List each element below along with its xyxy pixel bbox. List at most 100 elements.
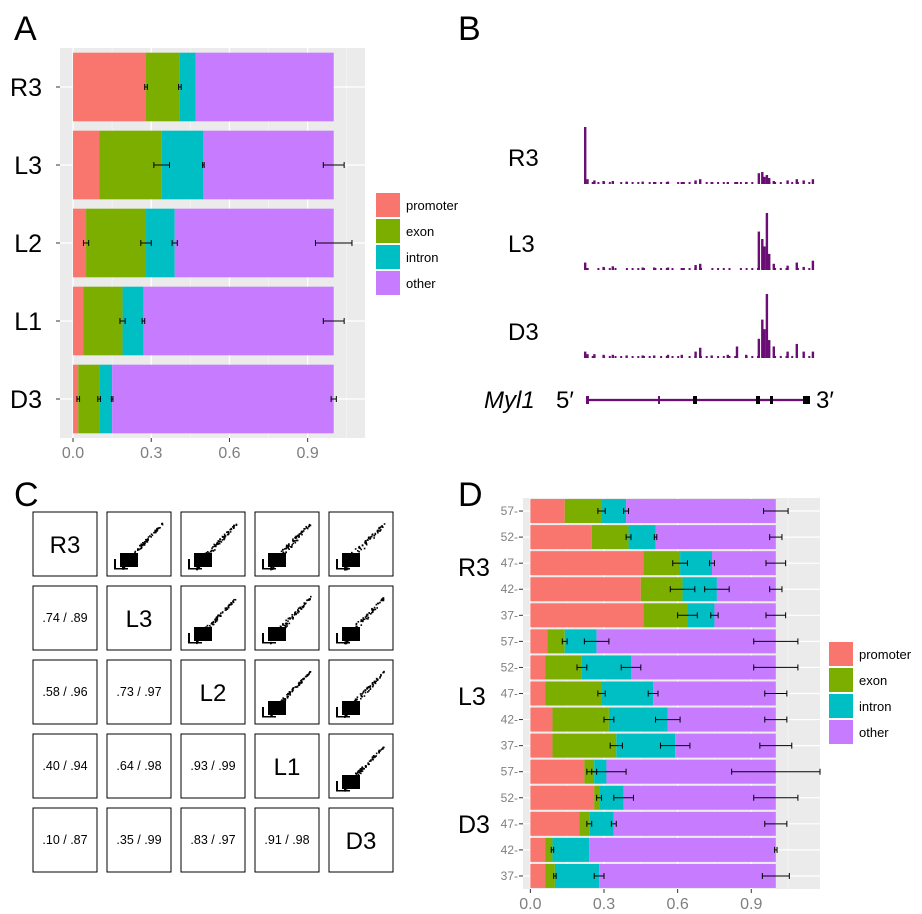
five-prime-label: 5′: [556, 387, 574, 414]
bar-promoter-4: [530, 603, 644, 628]
coverage-peak-R3-20: [768, 178, 771, 184]
coverage-baseline-L3-24: [722, 268, 725, 270]
coverage-baseline-R3-14: [665, 182, 668, 184]
panel-a-bars: [73, 52, 334, 434]
error-bar-other-12: [764, 820, 788, 827]
coverage-peak-L3-22: [786, 265, 789, 270]
coverage-baseline-D3-25: [728, 356, 731, 358]
category-label-4: 37-: [501, 608, 518, 622]
coverage-baseline-R3-27: [739, 182, 742, 184]
coverage-baseline-D3-8: [631, 356, 634, 358]
category-label-7: 47-: [501, 687, 518, 701]
a-legend-label-exon: exon: [406, 224, 434, 239]
coverage-baseline-D3-31: [762, 356, 765, 358]
coverage-peak-D3-12: [710, 355, 713, 358]
panel-d-bars: [530, 499, 776, 888]
d-legend-label-other: other: [859, 725, 889, 740]
error-bar-intron-4: [710, 612, 719, 619]
bar-intron-7: [601, 681, 654, 706]
coverage-baseline-D3-29: [751, 356, 754, 358]
bar-exon-3: [83, 286, 123, 356]
diag-label-R3: R3: [50, 532, 81, 559]
correlation-L2-R3: .58 / .96: [42, 685, 87, 699]
scatter-R3-D3: [336, 523, 386, 571]
coverage-baseline-D3-0: [586, 356, 588, 358]
panel-b-coverage-tracks: R3 L3 D3 Myl1 5′ 3′: [484, 127, 834, 414]
matrix-cell-R3-L2: [180, 511, 246, 577]
matrix-cell-R3-L1: [254, 511, 320, 577]
bar-intron-0: [601, 499, 627, 524]
x-tick-label-2: 0.6: [218, 445, 240, 462]
coverage-baseline-D3-4: [608, 356, 611, 358]
coverage-peak-R3-2: [593, 180, 596, 184]
panel-d-legend: promoter exon intron other: [829, 642, 912, 744]
error-bar-intron-6: [620, 664, 642, 671]
scatter-L3-D3: [336, 597, 385, 645]
bar-exon-2: [643, 551, 681, 576]
error-bar-promoter-4: [76, 396, 81, 402]
panel-b-tracks: R3 L3 D3: [508, 127, 815, 358]
bar-promoter-5: [530, 629, 548, 654]
error-bar-other-6: [753, 664, 799, 671]
bar-promoter-9: [530, 733, 553, 758]
coverage-baseline-D3-9: [637, 356, 640, 358]
gene-exon-2: [693, 396, 697, 404]
coverage-baseline-R3-16: [677, 182, 680, 184]
error-bar-intron-8: [655, 716, 681, 723]
track-label-D3: D3: [508, 319, 539, 346]
panel-a-category-labels: R3 L3 L2 L1 D3: [10, 74, 60, 414]
scatter-R3-L2: [188, 523, 238, 571]
bar-intron-9: [616, 733, 676, 758]
coverage-peak-D3-24: [802, 351, 805, 358]
coverage-baseline-R3-3: [603, 182, 606, 184]
coverage-baseline-D3-1: [591, 356, 594, 358]
coverage-baseline-D3-38: [802, 356, 805, 358]
gene-exon-3: [756, 396, 760, 404]
coverage-baseline-L3-14: [665, 268, 668, 270]
coverage-baseline-L3-13: [660, 268, 663, 270]
bar-exon-1: [591, 525, 629, 550]
error-bar-intron-12: [610, 820, 617, 827]
coverage-baseline-D3-26: [734, 356, 737, 358]
coverage-baseline-R3-36: [791, 182, 794, 184]
coverage-baseline-D3-11: [648, 356, 651, 358]
coverage-baseline-R3-1: [591, 182, 594, 184]
a-legend-swatch-exon: [376, 219, 400, 243]
coverage-peak-D3-11: [699, 347, 702, 358]
gene-exon-0: [586, 396, 589, 404]
error-bar-other-5: [753, 638, 799, 645]
matrix-cell-D3-D3: D3: [328, 807, 394, 873]
bar-promoter-14: [530, 863, 546, 888]
matrix-cell-L3-L1: [254, 585, 320, 651]
coverage-baseline-L3-12: [654, 268, 657, 270]
coverage-peak-R3-23: [795, 179, 798, 184]
coverage-baseline-D3-24: [722, 356, 725, 358]
matrix-cell-L3-L3: L3: [106, 585, 172, 651]
correlation-L1-R3: .40 / .94: [42, 759, 87, 773]
coverage-peak-L3-21: [772, 263, 775, 270]
coverage-baseline-L3-38: [802, 268, 805, 270]
matrix-cell-L3-R3: .74 / .89: [32, 585, 98, 651]
scatter-L2-D3: [336, 670, 385, 718]
bar-intron-0: [179, 52, 196, 122]
bar-promoter-0: [530, 499, 565, 524]
panel-letter-d: D: [458, 476, 483, 514]
coverage-peak-L3-0: [584, 262, 587, 270]
panel-d-x-ticks: 0.0 0.3 0.6 0.9: [519, 889, 762, 913]
three-prime-label: 3′: [816, 387, 834, 414]
error-bar-other-0: [763, 508, 789, 515]
a-legend-label-other: other: [406, 276, 436, 291]
error-bar-other-7: [764, 690, 788, 697]
error-bar-intron-1: [653, 534, 658, 541]
bar-exon-0: [564, 499, 602, 524]
coverage-baseline-R3-13: [660, 182, 663, 184]
error-bar-exon-2: [140, 240, 152, 246]
coverage-peak-R3-8: [666, 181, 670, 184]
coverage-peak-R3-17: [761, 172, 764, 184]
bar-other-10: [606, 759, 776, 784]
x-tick-label-0: 0.0: [519, 896, 541, 913]
coverage-peak-L3-16: [757, 231, 761, 270]
bar-other-3: [143, 286, 334, 356]
category-label-11: 52-: [501, 791, 518, 805]
